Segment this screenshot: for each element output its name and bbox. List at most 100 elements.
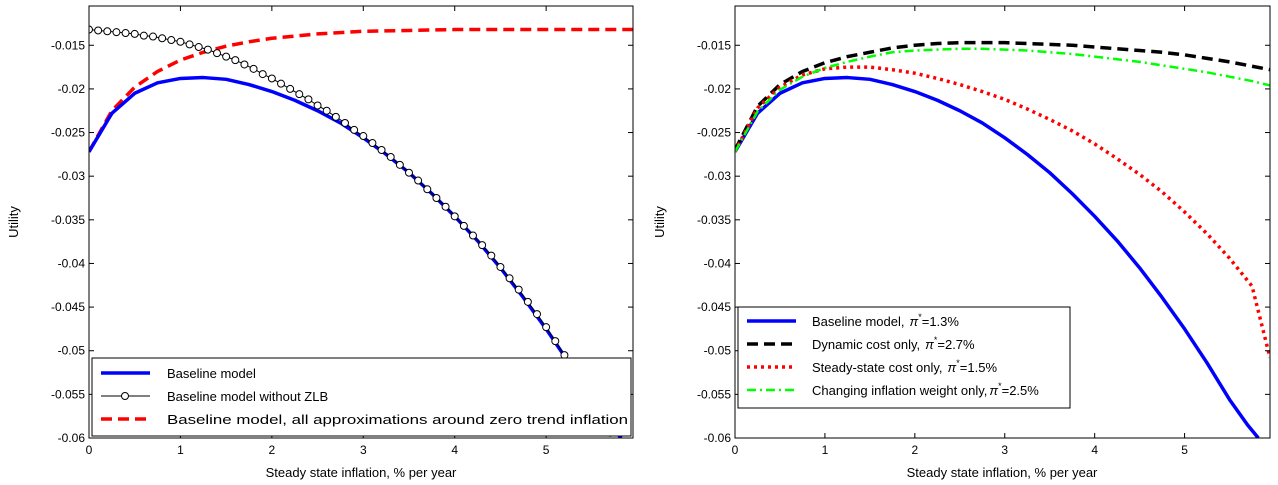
data-point-marker	[322, 106, 331, 115]
data-point-marker	[441, 202, 450, 211]
data-point-marker	[277, 79, 285, 88]
data-point-marker	[139, 31, 148, 40]
y-tick-label: -0.045	[697, 300, 731, 314]
data-point-marker	[350, 125, 359, 134]
data-point-marker	[194, 43, 203, 52]
y-tick-label: -0.045	[51, 300, 85, 314]
x-axis-label: Steady state inflation, % per year	[266, 465, 457, 480]
data-point-marker	[222, 52, 231, 61]
data-point-marker	[313, 101, 322, 110]
x-tick-label: 4	[1091, 443, 1098, 457]
data-point-marker	[487, 251, 496, 260]
data-point-marker	[386, 152, 395, 161]
data-point-marker	[469, 231, 477, 240]
x-tick-label: 2	[269, 443, 276, 457]
data-point-marker	[130, 29, 139, 38]
x-tick-label: 3	[360, 443, 367, 457]
legend-label-baseline: Baseline model, π*=1.3%	[812, 312, 959, 329]
legend-label-no-zlb: Baseline model without ZLB	[167, 389, 328, 404]
y-tick-label: -0.03	[58, 169, 86, 183]
data-point-marker	[377, 146, 386, 154]
data-point-marker	[478, 241, 487, 250]
y-tick-label: -0.02	[704, 82, 732, 96]
data-point-marker	[240, 60, 249, 69]
pi-symbol: π	[910, 314, 919, 329]
data-point-marker	[267, 74, 276, 83]
legend-label-zero-trend: Baseline model, all approximations aroun…	[167, 412, 628, 427]
data-point-marker	[231, 56, 240, 65]
axes-box	[88, 5, 634, 439]
x-tick-label: 5	[543, 443, 550, 457]
legend-name: Changing inflation weight only,	[812, 383, 987, 398]
legend-name: Dynamic cost only,	[812, 337, 920, 352]
axes-box	[734, 5, 1271, 439]
legend-name: Steady-state cost only,	[812, 360, 943, 375]
legend-label-baseline: Baseline model	[167, 366, 256, 381]
data-point-marker	[533, 310, 541, 319]
x-tick-label: 5	[1181, 443, 1188, 457]
left-chart: 0 1 2 3 4 5 -0.06 -0.055 -0.05 -0.045 -0.04 -0.035 -…	[6, 5, 634, 480]
data-point-marker	[167, 36, 176, 45]
legend-value: =1.5%	[960, 360, 998, 375]
series-line-baseline-model-all-approximations-around-zero-trend-inflation	[89, 27, 633, 153]
y-tick-label: -0.03	[704, 169, 732, 183]
data-point-marker	[185, 40, 194, 49]
data-point-marker	[459, 221, 468, 230]
right-chart: 0 1 2 3 4 5 -0.06 -0.055 -0.05 -0.045 -0.04 -0.035 -…	[652, 5, 1271, 480]
data-point-marker	[89, 25, 93, 34]
star-superscript: *	[998, 381, 1002, 391]
y-axis-label: Utility	[6, 206, 21, 238]
data-point-marker	[286, 84, 295, 93]
data-point-marker	[432, 194, 441, 202]
data-point-marker	[331, 112, 340, 121]
legend-marker-no-zlb	[121, 392, 129, 400]
y-tick-label: -0.06	[58, 431, 86, 445]
series-line-dynamic-cost-only	[735, 40, 1270, 151]
legend-box	[91, 357, 632, 437]
data-point-marker	[103, 27, 112, 36]
x-tick-label: 1	[822, 443, 829, 457]
data-point-marker	[121, 29, 130, 38]
x-tick-label: 2	[911, 443, 918, 457]
data-point-marker	[514, 285, 523, 294]
data-point-marker	[258, 70, 267, 79]
pi-symbol: π	[989, 383, 998, 398]
data-point-marker	[149, 32, 157, 41]
y-tick-label: -0.02	[58, 82, 86, 96]
data-point-marker	[295, 90, 304, 99]
y-axis-label: Utility	[652, 206, 667, 238]
series-line-changing-inflation-weight-only	[735, 47, 1270, 153]
pi-symbol: π	[948, 360, 957, 375]
data-point-marker	[496, 262, 505, 271]
data-point-marker	[304, 95, 313, 104]
data-point-marker	[542, 323, 551, 332]
data-point-marker	[450, 212, 459, 221]
legend-name: Baseline model,	[812, 314, 905, 329]
data-point-marker	[523, 297, 532, 306]
data-point-marker	[395, 160, 404, 169]
x-tick-label: 1	[177, 443, 184, 457]
y-tick-label: -0.035	[51, 213, 85, 227]
y-tick-label: -0.015	[697, 38, 731, 52]
data-point-marker	[249, 64, 258, 73]
y-tick-label: -0.05	[58, 344, 86, 358]
data-point-marker	[94, 26, 103, 35]
series-line-baseline-model	[735, 75, 1260, 438]
y-tick-label: -0.025	[51, 126, 85, 140]
data-point-marker	[213, 49, 221, 58]
y-tick-label: -0.055	[51, 387, 85, 401]
y-tick-label: -0.035	[697, 213, 731, 227]
ticks-layer: 0 1 2 3 4 5 -0.06 -0.055 -0.05 -0.045 -0.04 -0.035 -…	[51, 6, 633, 457]
data-point-marker	[176, 37, 185, 46]
y-tick-label: -0.04	[58, 256, 86, 270]
data-point-marker	[158, 34, 167, 43]
x-tick-label: 4	[451, 443, 458, 457]
y-tick-label: -0.025	[697, 126, 731, 140]
x-tick-label: 0	[86, 443, 93, 457]
y-tick-label: -0.055	[697, 387, 731, 401]
x-tick-label: 0	[732, 443, 739, 457]
legend-value: =1.3%	[922, 314, 960, 329]
series-layer	[735, 40, 1270, 438]
data-point-marker	[359, 132, 368, 141]
